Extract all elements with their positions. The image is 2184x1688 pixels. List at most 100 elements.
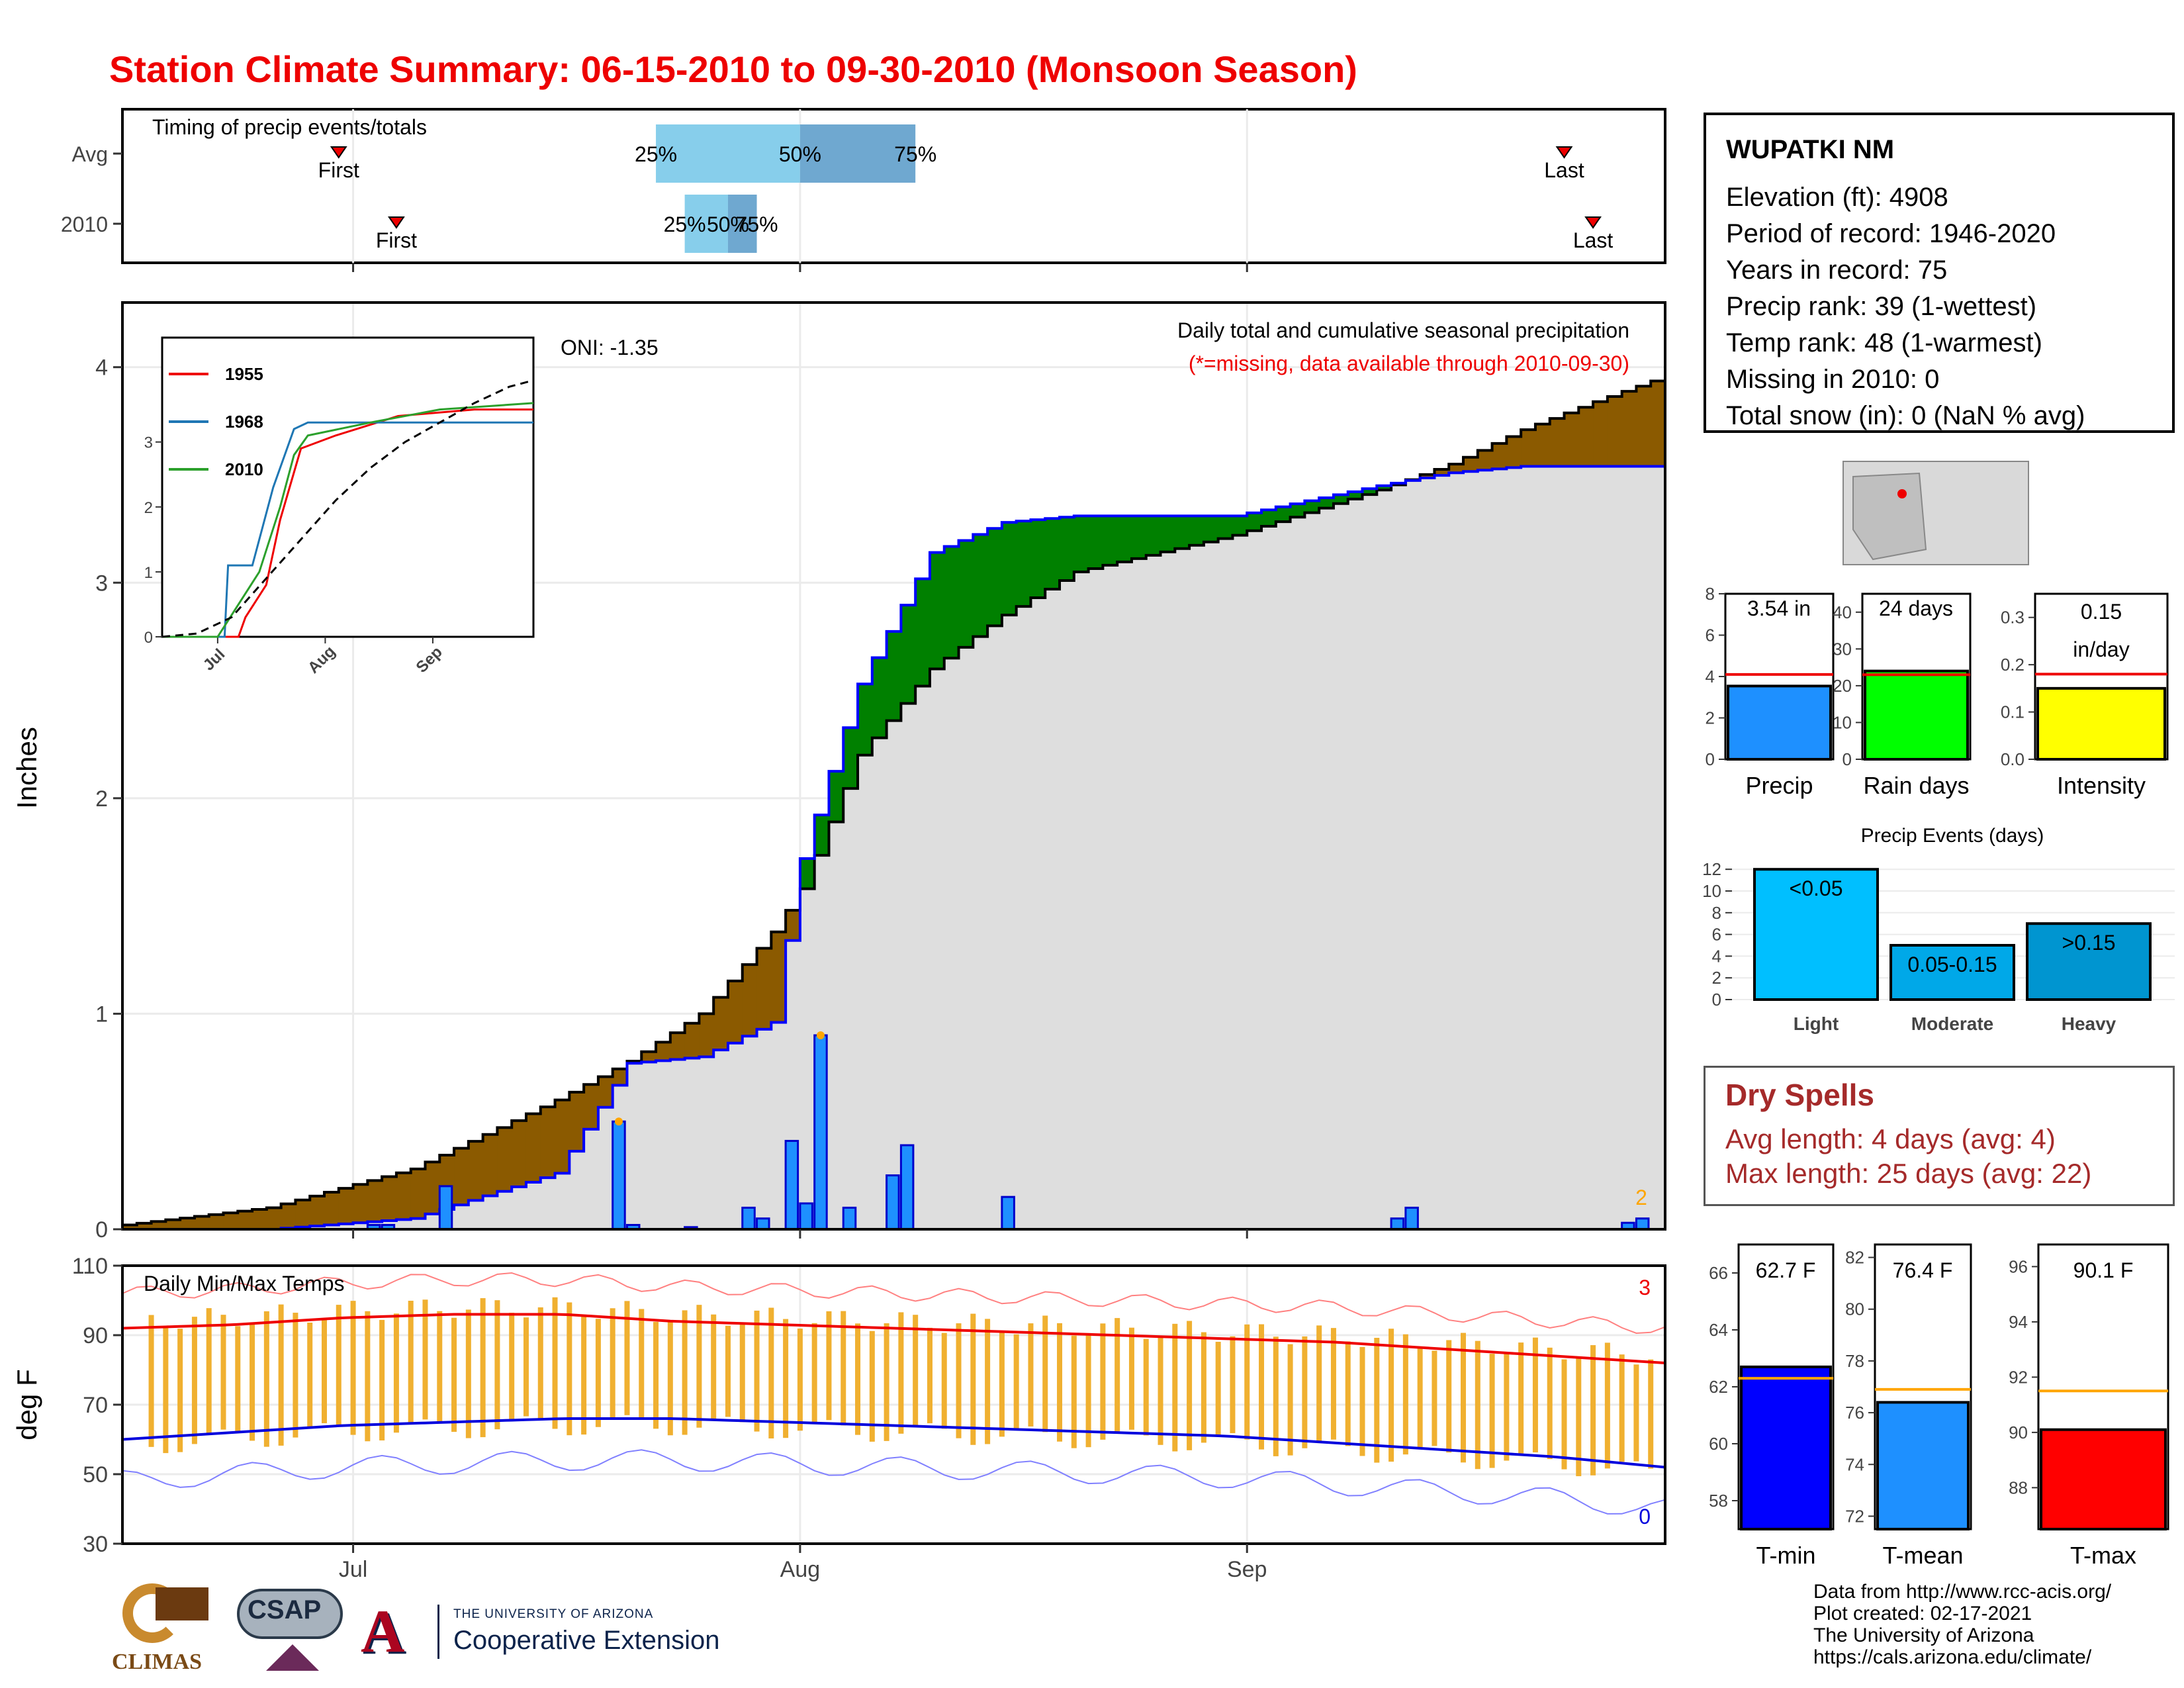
- deficit-band: [670, 1033, 686, 1060]
- temp-x-tick-label: Aug: [780, 1557, 821, 1582]
- surplus-band: [814, 815, 829, 856]
- daily-temp-range-bar: [610, 1308, 615, 1419]
- deficit-band: [569, 1092, 584, 1152]
- main-note: (*=missing, data available through 2010-…: [1189, 352, 1629, 375]
- surplus-band: [1290, 504, 1305, 518]
- events-tick-label: 4: [1712, 946, 1721, 966]
- temp-y-axis-title: deg F: [11, 1369, 42, 1440]
- surplus-band: [872, 657, 887, 738]
- daily-temp-range-bar: [768, 1307, 774, 1439]
- record-max-line: [122, 1272, 1666, 1334]
- timing-last-label: Last: [1544, 158, 1584, 182]
- inset-y-tick-label: 0: [144, 629, 153, 647]
- tmean-mini-tick-label: 74: [1845, 1454, 1864, 1474]
- daily-temp-range-bar: [1302, 1336, 1308, 1448]
- temp-title: Daily Min/Max Temps: [144, 1272, 344, 1295]
- daily-precip-bar: [784, 1140, 799, 1231]
- deficit-band: [684, 1023, 700, 1058]
- deficit-band: [598, 1076, 614, 1107]
- daily-temp-range-bar: [1071, 1335, 1077, 1448]
- surplus-band: [1103, 516, 1118, 565]
- daily-temp-range-bar: [739, 1323, 745, 1423]
- dry-spells-avg: Avg length: 4 days (avg: 4): [1725, 1123, 2056, 1154]
- deficit-band: [1636, 386, 1651, 467]
- events-tick-label: 10: [1702, 881, 1721, 901]
- daily-precip-bar: [438, 1185, 453, 1231]
- daily-precip-bar: [899, 1144, 915, 1231]
- record-marker: [816, 1031, 825, 1039]
- deficit-band: [1651, 381, 1666, 467]
- footer-line: https://cals.arizona.edu/climate/: [1813, 1646, 2092, 1668]
- deficit-band: [1535, 424, 1551, 467]
- deficit-band: [266, 1207, 282, 1229]
- deficit-band: [454, 1148, 469, 1205]
- temp-x-tick-label: Jul: [339, 1557, 367, 1582]
- record-min-line: [122, 1449, 1666, 1515]
- daily-temp-range-bar: [1518, 1342, 1524, 1454]
- daily-precip-bar: [1390, 1217, 1405, 1231]
- daily-temp-range-bar: [206, 1308, 212, 1434]
- daily-temp-range-bar: [725, 1325, 731, 1417]
- station-snow: Total snow (in): 0 (NaN % avg): [1726, 401, 2085, 430]
- timing-title: Timing of precip events/totals: [152, 115, 427, 139]
- deficit-band: [699, 1013, 714, 1057]
- daily-temp-range-bar: [696, 1305, 702, 1428]
- daily-temp-range-bar: [1230, 1336, 1236, 1434]
- tmax-mini-tick-label: 90: [2009, 1423, 2028, 1442]
- surplus-band: [1304, 500, 1320, 513]
- dry-spells-title: Dry Spells: [1725, 1078, 1874, 1112]
- intensity-mini-label: Intensity: [2057, 772, 2146, 799]
- daily-temp-range-bar: [1143, 1338, 1149, 1436]
- y-tick-label: 0: [95, 1217, 108, 1243]
- deficit-band: [1578, 407, 1594, 467]
- timing-row-label: Avg: [71, 142, 108, 166]
- timing-q50-q75-bar: [727, 195, 757, 253]
- surplus-band: [1218, 516, 1233, 539]
- surplus-band: [915, 579, 931, 686]
- precip-mini-tick-label: 6: [1706, 626, 1715, 645]
- daily-temp-range-bar: [350, 1301, 356, 1435]
- daily-temp-range-bar: [250, 1324, 255, 1441]
- station-precip-rank: Precip rank: 39 (1-wettest): [1726, 292, 2037, 321]
- daily-temp-range-bar: [1532, 1337, 1538, 1453]
- deficit-band: [324, 1192, 340, 1225]
- daily-temp-range-bar: [408, 1301, 414, 1424]
- daily-temp-range-bar: [465, 1309, 471, 1438]
- timing-q50-q75-bar: [799, 124, 916, 183]
- daily-temp-range-bar: [393, 1313, 399, 1433]
- daily-precip-bar: [886, 1174, 900, 1231]
- station-elevation: Elevation (ft): 4908: [1726, 183, 1948, 212]
- deficit-band: [396, 1172, 412, 1220]
- timing-row-label: 2010: [61, 212, 108, 236]
- deficit-band: [353, 1184, 368, 1223]
- daily-temp-range-bar: [1604, 1342, 1610, 1469]
- oni-label: ONI: -1.35: [561, 336, 659, 359]
- main-heading: Daily total and cumulative seasonal prec…: [1177, 318, 1629, 342]
- timing-last-marker: [1555, 146, 1573, 159]
- daily-temp-range-bar: [1475, 1340, 1480, 1470]
- deficit-band: [382, 1176, 397, 1221]
- logo-divider: [437, 1605, 439, 1659]
- deficit-band: [1564, 412, 1579, 467]
- daily-temp-range-bar: [927, 1327, 933, 1424]
- deficit-band: [1477, 450, 1493, 471]
- events-tick-label: 6: [1712, 925, 1721, 945]
- deficit-band: [612, 1068, 627, 1086]
- y-tick-label: 4: [95, 355, 108, 381]
- surplus-band: [1232, 516, 1248, 536]
- surplus-band: [1261, 510, 1277, 526]
- temp-y-tick-label: 50: [83, 1462, 108, 1487]
- deficit-band: [1506, 436, 1522, 468]
- y-tick-label: 2: [95, 786, 108, 812]
- csap-logo: CSAP: [233, 1583, 347, 1681]
- inset-y-tick-label: 2: [144, 499, 153, 517]
- deficit-band: [151, 1221, 166, 1229]
- timing-q25-label: 25%: [635, 142, 677, 166]
- surplus-band: [929, 552, 945, 669]
- temp-y-tick-label: 70: [83, 1393, 108, 1418]
- station-info-box: WUPATKI NM Elevation (ft): 4908 Period o…: [1704, 113, 2175, 433]
- deficit-band: [1621, 391, 1637, 467]
- daily-temp-range-bar: [1316, 1325, 1322, 1441]
- daily-precip-bar: [756, 1217, 770, 1231]
